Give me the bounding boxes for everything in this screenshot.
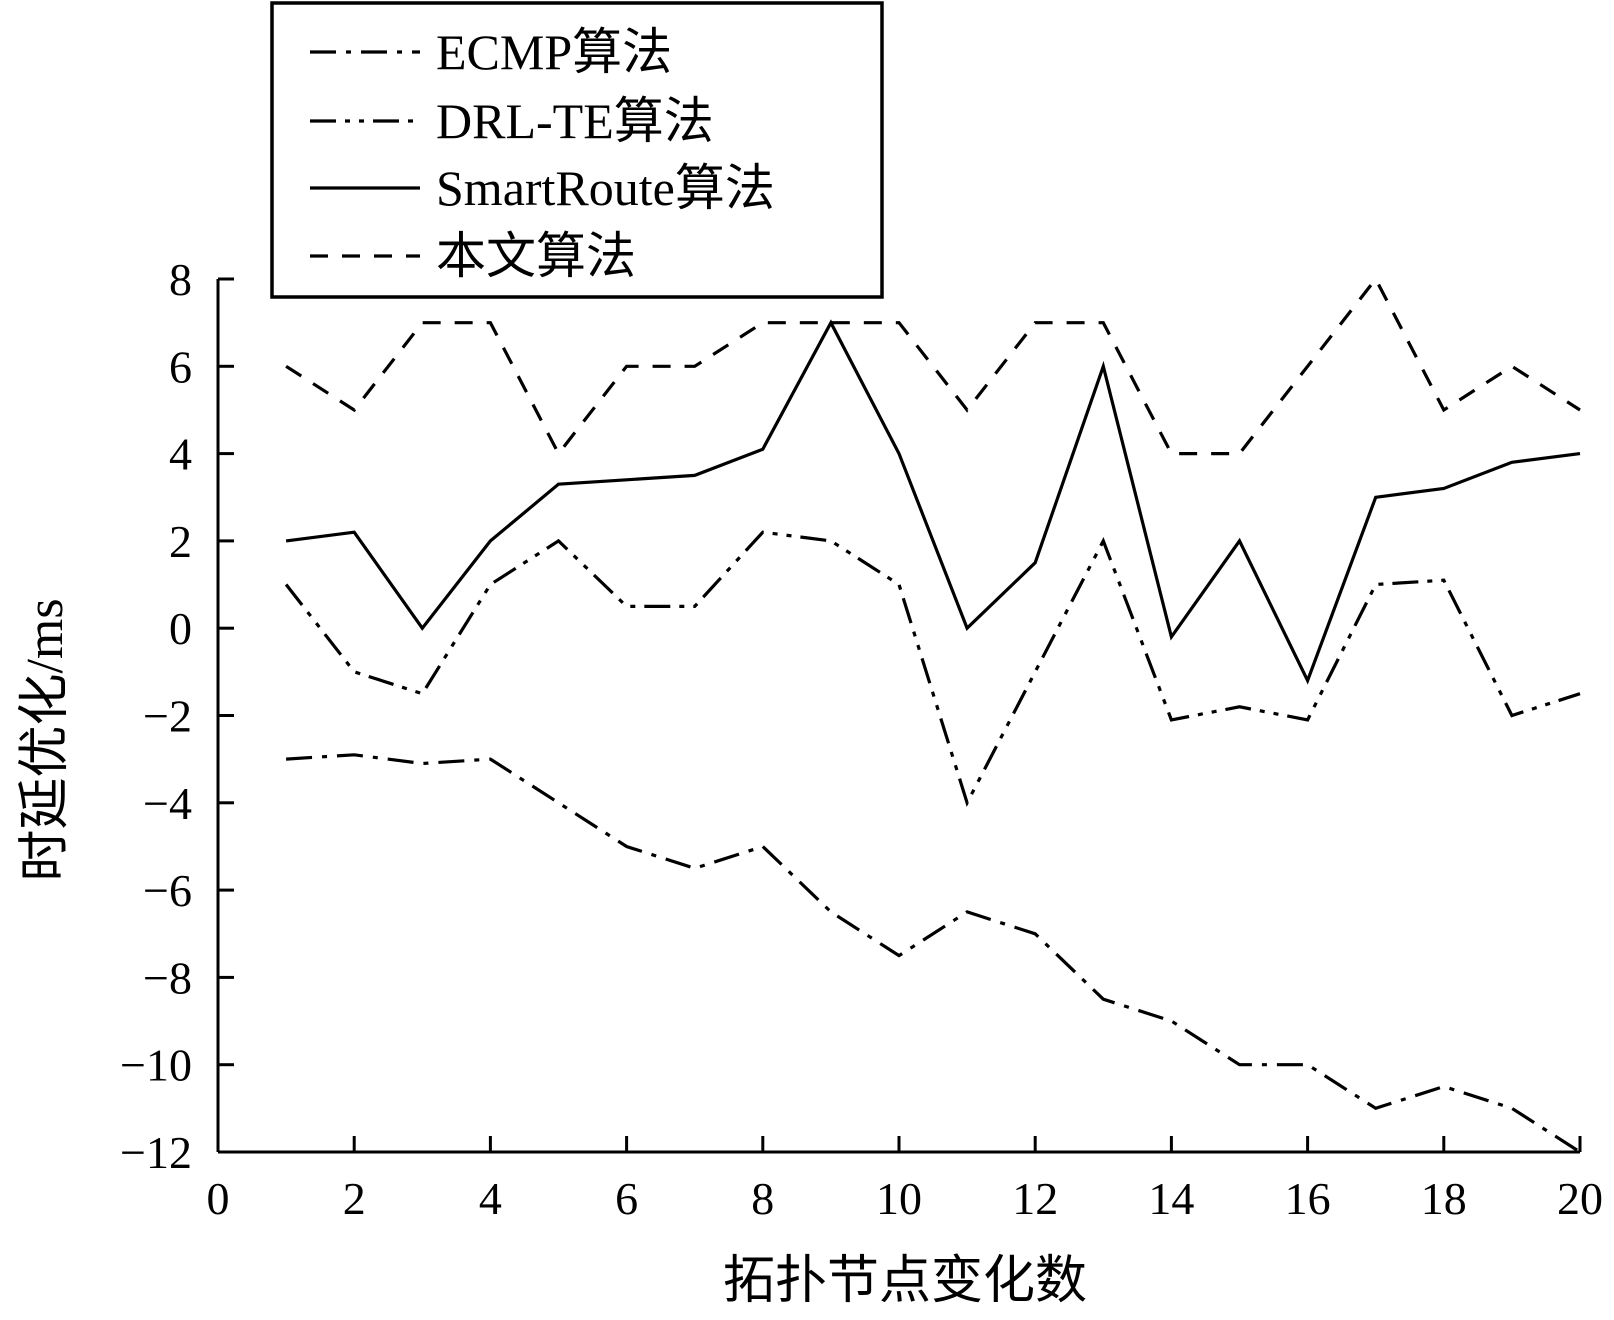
x-tick-label: 20 [1557,1173,1603,1224]
x-tick-label: 6 [615,1173,638,1224]
series-line-1 [284,530,1581,807]
legend-label-3: 本文算法 [436,228,636,284]
x-tick-label: 14 [1148,1173,1194,1224]
y-tick-label: −12 [120,1127,192,1178]
y-tick-label: −10 [120,1040,192,1091]
legend-label-2: SmartRoute算法 [436,160,775,216]
y-tick-label: −4 [143,778,192,829]
x-tick-label: 12 [1012,1173,1058,1224]
axes [216,279,1580,1154]
y-tick-label: 4 [169,429,192,480]
x-tick-label: 16 [1285,1173,1331,1224]
x-axis-label: 拓扑节点变化数 [723,1253,1087,1310]
y-tick-label: 2 [169,516,192,567]
x-tick-label: 4 [479,1173,502,1224]
x-tick-label: 2 [343,1173,366,1224]
x-tick-label: 0 [207,1173,230,1224]
series-line-2 [285,319,1581,685]
series-line-0 [285,753,1581,1154]
y-tick-label: 0 [169,603,192,654]
series-line-3 [285,276,1581,457]
y-tick-label: −6 [143,865,192,916]
legend-label-1: DRL-TE算法 [436,93,714,149]
y-tick-label: 8 [169,254,192,305]
y-tick-label: 6 [169,341,192,392]
x-tick-label: 18 [1421,1173,1467,1224]
y-tick-label: −8 [143,952,192,1003]
y-tick-label: −2 [143,691,192,742]
y-axis-label: 时延优化/ms [17,598,74,881]
legend-label-0: ECMP算法 [436,24,672,80]
series-lines [284,276,1581,1154]
x-tick-label: 8 [751,1173,774,1224]
x-tick-label: 10 [876,1173,922,1224]
